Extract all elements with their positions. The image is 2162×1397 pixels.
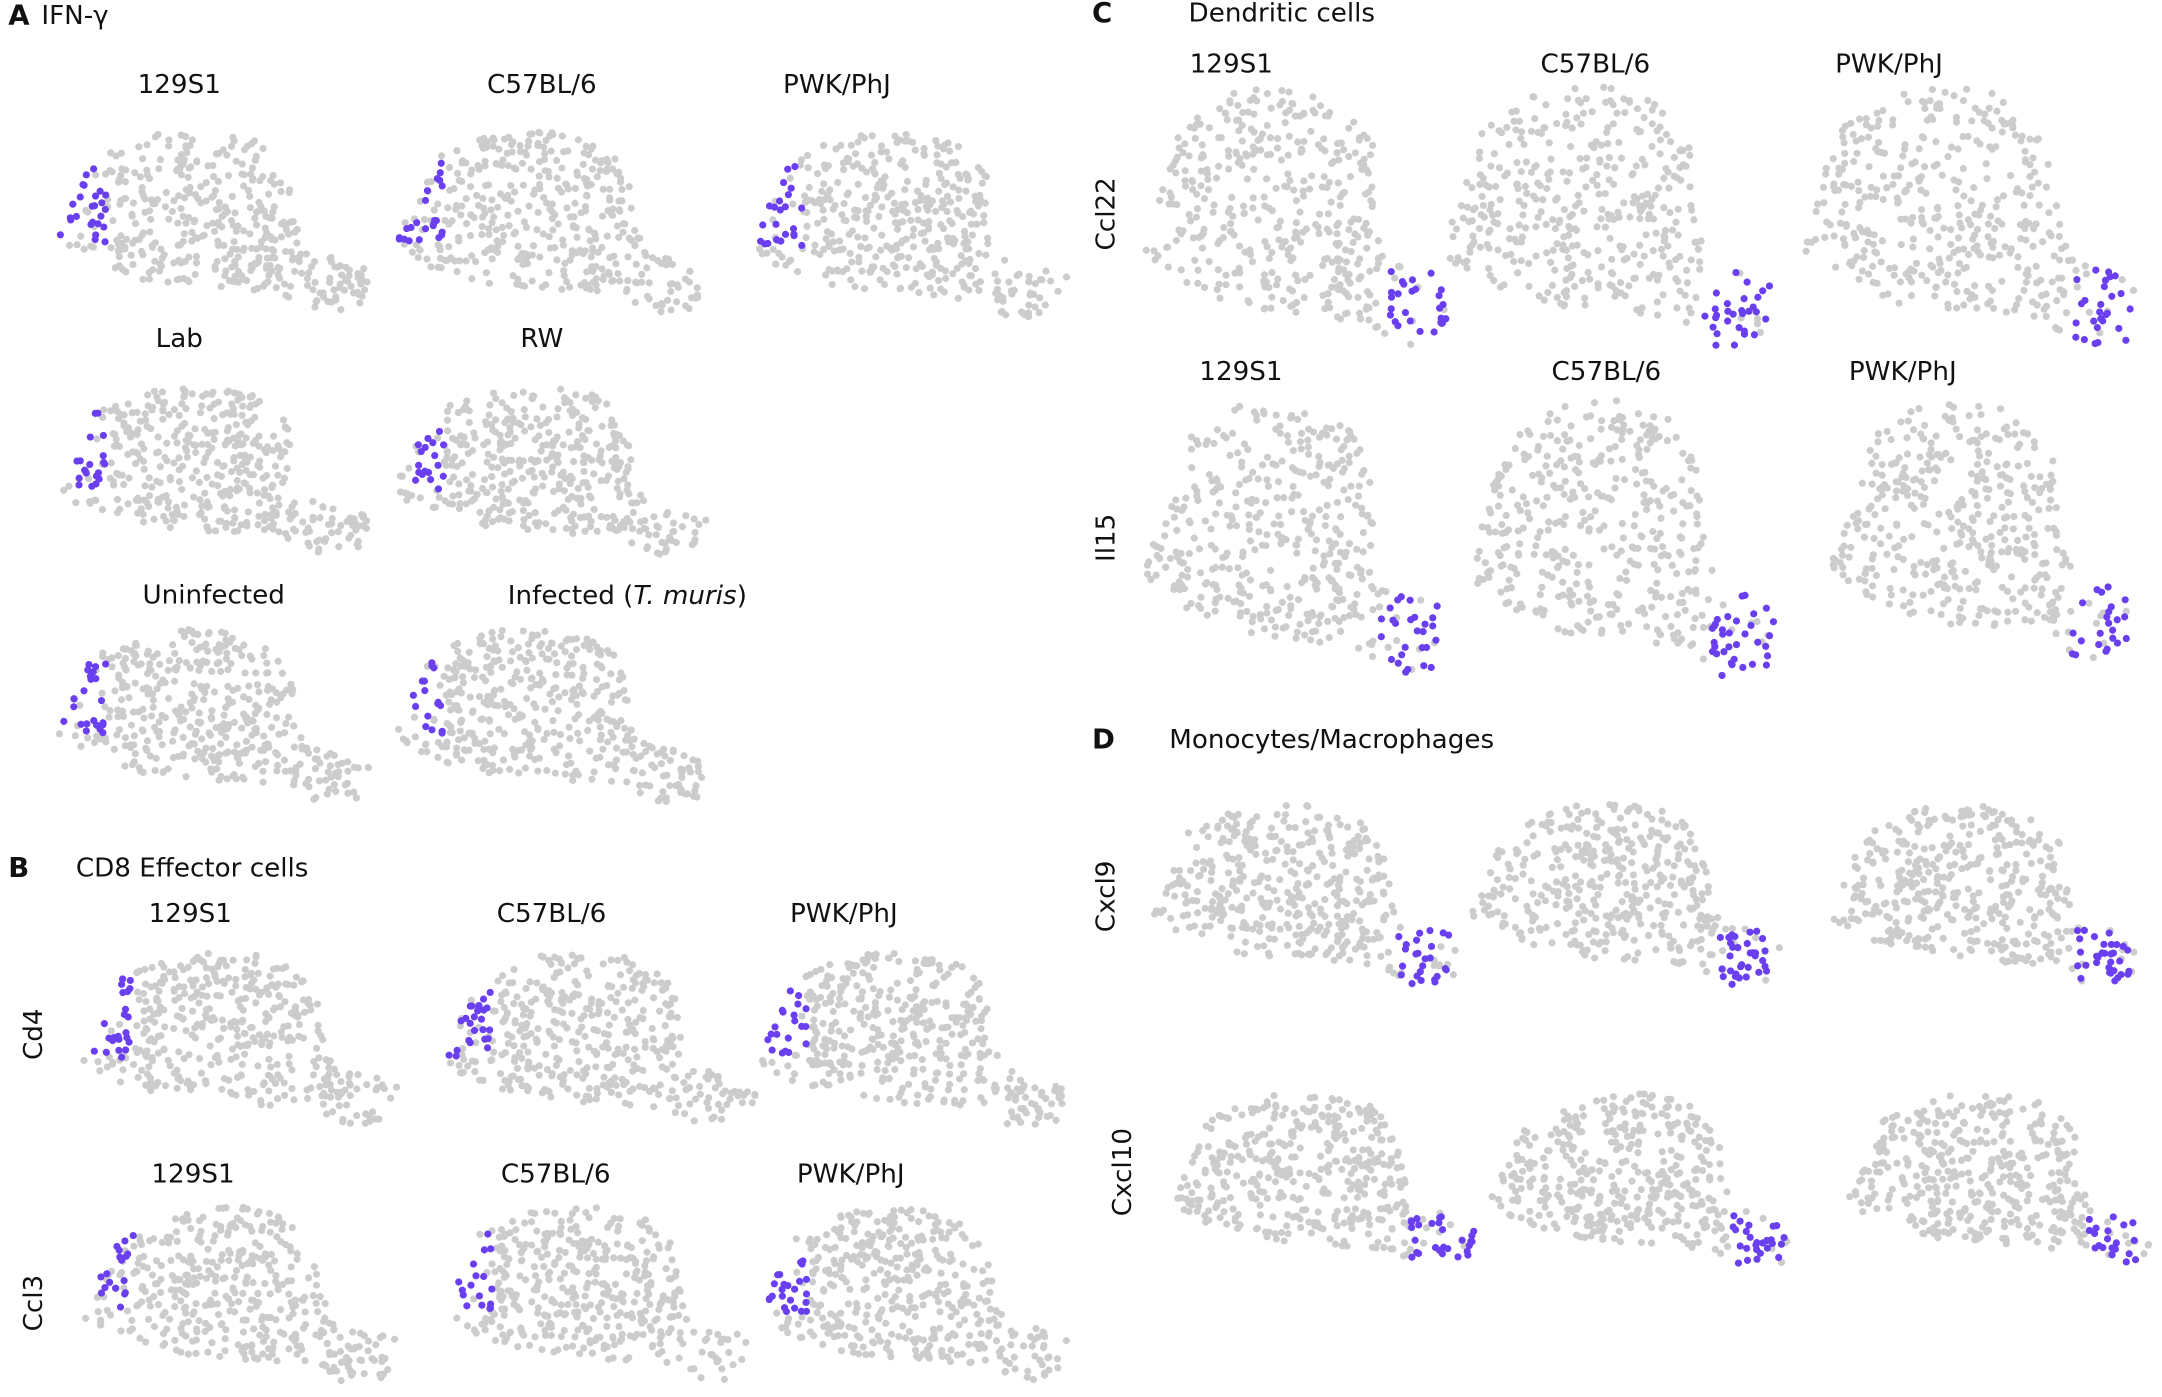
plot-title: 129S1 [1199, 357, 1282, 387]
umap-cells [1446, 83, 1764, 337]
plot-title: 129S1 [138, 70, 221, 100]
umap-cells [395, 626, 706, 806]
plot-title: Infected (T. muris) [508, 580, 747, 610]
expressing-cells [1407, 1213, 1478, 1261]
expressing-cells [90, 975, 134, 1061]
expressing-cells [409, 659, 446, 737]
umap-cells [453, 1204, 750, 1383]
expressing-cells [97, 1231, 137, 1311]
expressing-cells [2085, 1213, 2140, 1266]
umap-cells [759, 949, 1066, 1128]
plot-title: 129S1 [1190, 49, 1273, 79]
plot-title: RW [520, 324, 563, 354]
expressing-cells [1716, 927, 1771, 988]
plot-title: Lab [156, 324, 203, 354]
expressing-cells [56, 165, 110, 246]
panel-label: D [1092, 723, 1115, 756]
expressing-cells [2072, 266, 2134, 348]
panel-label: B [8, 851, 29, 884]
row-label: Cxcl9 [1092, 861, 1122, 933]
expressing-cells [1386, 268, 1450, 336]
title-part: Infected ( [508, 580, 634, 610]
umap-cells [1174, 1092, 1468, 1260]
panel-title: CD8 Effector cells [76, 853, 309, 883]
expressing-cells [2073, 926, 2133, 985]
plot-title: C57BL/6 [501, 1159, 611, 1189]
umap-cells [400, 128, 702, 316]
umap-cells [1151, 802, 1459, 979]
plot-title: PWK/PhJ [797, 1159, 905, 1189]
umap-cells [756, 130, 1071, 321]
umap-cells [60, 385, 371, 556]
umap-cells [773, 1206, 1070, 1384]
expressing-cells [73, 409, 109, 490]
expressing-cells [445, 988, 494, 1060]
expressing-cells [756, 162, 806, 250]
plot-title: PWK/PhJ [1835, 49, 1943, 79]
umap-cells [80, 949, 401, 1127]
plot-title: C57BL/6 [497, 899, 607, 929]
plot-title: 129S1 [149, 899, 232, 929]
umap-cells [1488, 1090, 1791, 1267]
panel-title: Monocytes/Macrophages [1169, 725, 1494, 755]
row-label: Ccl22 [1092, 177, 1122, 250]
expressing-cells [1729, 1212, 1788, 1267]
expressing-cells [395, 159, 446, 245]
panel-title: Dendritic cells [1189, 0, 1376, 28]
umap-cells [1142, 86, 1448, 348]
title-part: T. muris [633, 580, 737, 610]
plot-title: PWK/PhJ [790, 899, 898, 929]
umap-cells [1829, 401, 2130, 662]
umap-cells [1469, 801, 1783, 984]
umap-cells [1143, 402, 1439, 673]
expressing-cells [1701, 268, 1774, 349]
expressing-cells [60, 660, 110, 737]
plots [55, 83, 2153, 1385]
expressing-cells [1395, 926, 1453, 988]
title-part: ) [737, 580, 747, 610]
plot-title: Uninfected [143, 580, 285, 610]
row-label: Il15 [1092, 514, 1122, 562]
umap-cells [65, 130, 371, 314]
plot-title: 129S1 [151, 1159, 234, 1189]
plot-title: C57BL/6 [1540, 49, 1650, 79]
umap-cells [1802, 85, 2138, 337]
panel-label: C [1092, 0, 1112, 29]
plot-title: PWK/PhJ [1849, 357, 1957, 387]
umap-cells [446, 951, 759, 1125]
plot-title: C57BL/6 [487, 70, 597, 100]
expressing-cells [1708, 591, 1778, 680]
plot-title: PWK/PhJ [783, 70, 891, 100]
umap-cells [1846, 1092, 2153, 1259]
expressing-cells [764, 987, 810, 1057]
expressing-cells [455, 1230, 496, 1313]
umap-cells [55, 625, 373, 803]
row-label: Ccl3 [19, 1275, 49, 1332]
umap-cells [82, 1203, 399, 1385]
expressing-cells [765, 1257, 811, 1316]
expressing-cells [2068, 583, 2130, 659]
umap-cells [1473, 397, 1772, 663]
row-label: Cd4 [19, 1008, 49, 1060]
plot-title: C57BL/6 [1552, 357, 1662, 387]
panel-label: A [8, 0, 30, 32]
panel-title: IFN-γ [41, 1, 108, 31]
expressing-cells [411, 427, 448, 493]
umap-cells [396, 385, 710, 558]
row-label: Cxcl10 [1108, 1128, 1138, 1216]
expressing-cells [1377, 593, 1441, 676]
umap-cells [1830, 802, 2138, 985]
